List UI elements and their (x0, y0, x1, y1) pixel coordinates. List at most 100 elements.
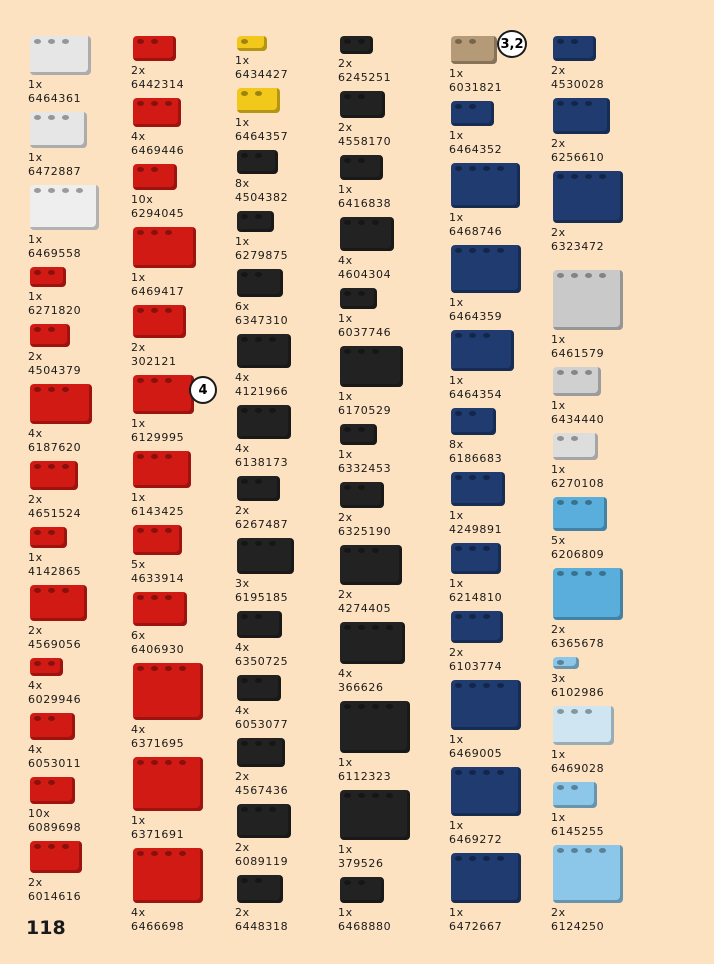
part-icon (237, 405, 291, 439)
stud (386, 793, 393, 798)
stud (269, 741, 276, 746)
stud (34, 780, 41, 785)
stud (241, 678, 248, 683)
part-number: 6187620 (28, 441, 82, 454)
part-number: 6350725 (235, 655, 289, 668)
part-number: 6089119 (235, 855, 289, 868)
stud (48, 844, 55, 849)
quantity: 2x (551, 623, 566, 636)
stud (557, 500, 564, 505)
part-icon (340, 622, 405, 664)
stud (48, 39, 55, 44)
quantity: 2x (28, 876, 43, 889)
part-icon (340, 790, 410, 840)
stud (255, 153, 262, 158)
quantity: 1x (338, 390, 353, 403)
stud (48, 115, 55, 120)
stud (469, 546, 476, 551)
stud (165, 454, 172, 459)
stud (137, 851, 144, 856)
part-icon (133, 305, 186, 338)
quantity: 2x (551, 906, 566, 919)
stud (585, 273, 592, 278)
part-number: 6469558 (28, 247, 82, 260)
part-icon (30, 36, 91, 75)
part-icon (553, 433, 598, 460)
quantity: 2x (131, 64, 146, 77)
stud (34, 188, 41, 193)
part-icon (553, 367, 601, 396)
stud (255, 214, 262, 219)
stud (344, 793, 351, 798)
quantity: 4x (131, 906, 146, 919)
part-number: 6124250 (551, 920, 605, 933)
stud (62, 115, 69, 120)
quantity: 4x (338, 667, 353, 680)
part-icon (451, 408, 496, 435)
stud (358, 220, 365, 225)
stud (483, 546, 490, 551)
part-number: 6267487 (235, 518, 289, 531)
part-number: 4530028 (551, 78, 605, 91)
callout: 4 (189, 376, 217, 404)
stud (344, 485, 351, 490)
part-icon (30, 658, 63, 676)
part-number: 4121966 (235, 385, 289, 398)
stud (241, 541, 248, 546)
stud (469, 39, 476, 44)
stud (48, 780, 55, 785)
stud (557, 848, 564, 853)
quantity: 2x (235, 906, 250, 919)
stud (557, 174, 564, 179)
quantity: 4x (28, 679, 43, 692)
stud (241, 91, 248, 96)
part-number: 4633914 (131, 572, 185, 585)
part-number: 6170529 (338, 404, 392, 417)
stud (585, 174, 592, 179)
part-number: 6434440 (551, 413, 605, 426)
part-icon (451, 680, 521, 730)
part-number: 6469446 (131, 144, 185, 157)
part-icon (133, 98, 181, 127)
stud (241, 807, 248, 812)
stud (571, 571, 578, 576)
stud (151, 378, 158, 383)
part-icon (340, 91, 385, 118)
quantity: 1x (449, 733, 464, 746)
part-icon (553, 497, 607, 531)
stud (585, 571, 592, 576)
stud (344, 349, 351, 354)
part-number: 6365678 (551, 637, 605, 650)
part-icon (553, 706, 614, 745)
part-icon (340, 346, 403, 387)
quantity: 1x (449, 129, 464, 142)
stud (34, 716, 41, 721)
stud (344, 704, 351, 709)
stud (585, 500, 592, 505)
part-number: 6464361 (28, 92, 82, 105)
stud (344, 94, 351, 99)
stud (372, 625, 379, 630)
part-icon (553, 845, 623, 903)
stud (455, 411, 462, 416)
stud (386, 704, 393, 709)
quantity: 6x (131, 629, 146, 642)
stud (137, 760, 144, 765)
part-number: 6145255 (551, 825, 605, 838)
quantity: 8x (449, 438, 464, 451)
stud (62, 588, 69, 593)
quantity: 4x (338, 254, 353, 267)
part-number: 4604304 (338, 268, 392, 281)
stud (571, 709, 578, 714)
stud (557, 39, 564, 44)
part-icon (133, 663, 203, 720)
part-icon (451, 36, 497, 64)
part-number: 6143425 (131, 505, 185, 518)
part-icon (451, 330, 514, 371)
stud (497, 248, 504, 253)
stud (62, 464, 69, 469)
stud (34, 464, 41, 469)
stud (151, 666, 158, 671)
quantity: 1x (28, 551, 43, 564)
quantity: 2x (338, 511, 353, 524)
